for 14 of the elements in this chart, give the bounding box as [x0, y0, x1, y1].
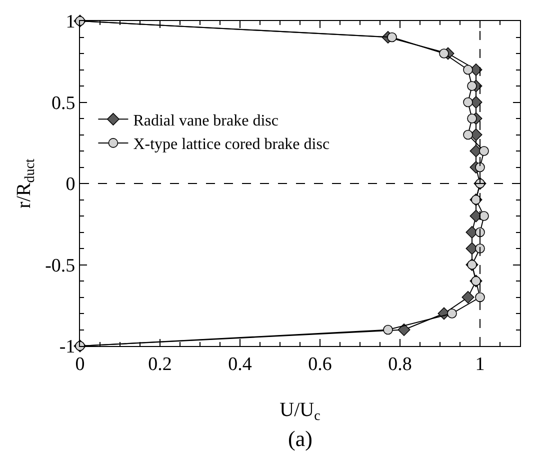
y-tick-label: 0	[66, 174, 76, 196]
y-tick-label: 1	[66, 12, 76, 33]
x-tick-label: 0.8	[388, 354, 412, 375]
x-tick-label: 0.4	[228, 354, 252, 375]
legend-label: Radial vane brake disc	[133, 112, 278, 130]
x-tick-label: 1	[475, 354, 485, 375]
y-tick-label: -1	[59, 336, 76, 358]
y-tick-label: 0.5	[51, 92, 76, 114]
text: (a)	[288, 426, 312, 451]
x-axis-title: U/U$_{c}$	[280, 399, 320, 424]
x-tick-label: 0.6	[308, 354, 332, 375]
x-tick-label: 0.2	[148, 354, 172, 375]
legend-label: X-type lattice cored brake disc	[133, 136, 330, 154]
y-tick-label: -0.5	[45, 255, 76, 276]
